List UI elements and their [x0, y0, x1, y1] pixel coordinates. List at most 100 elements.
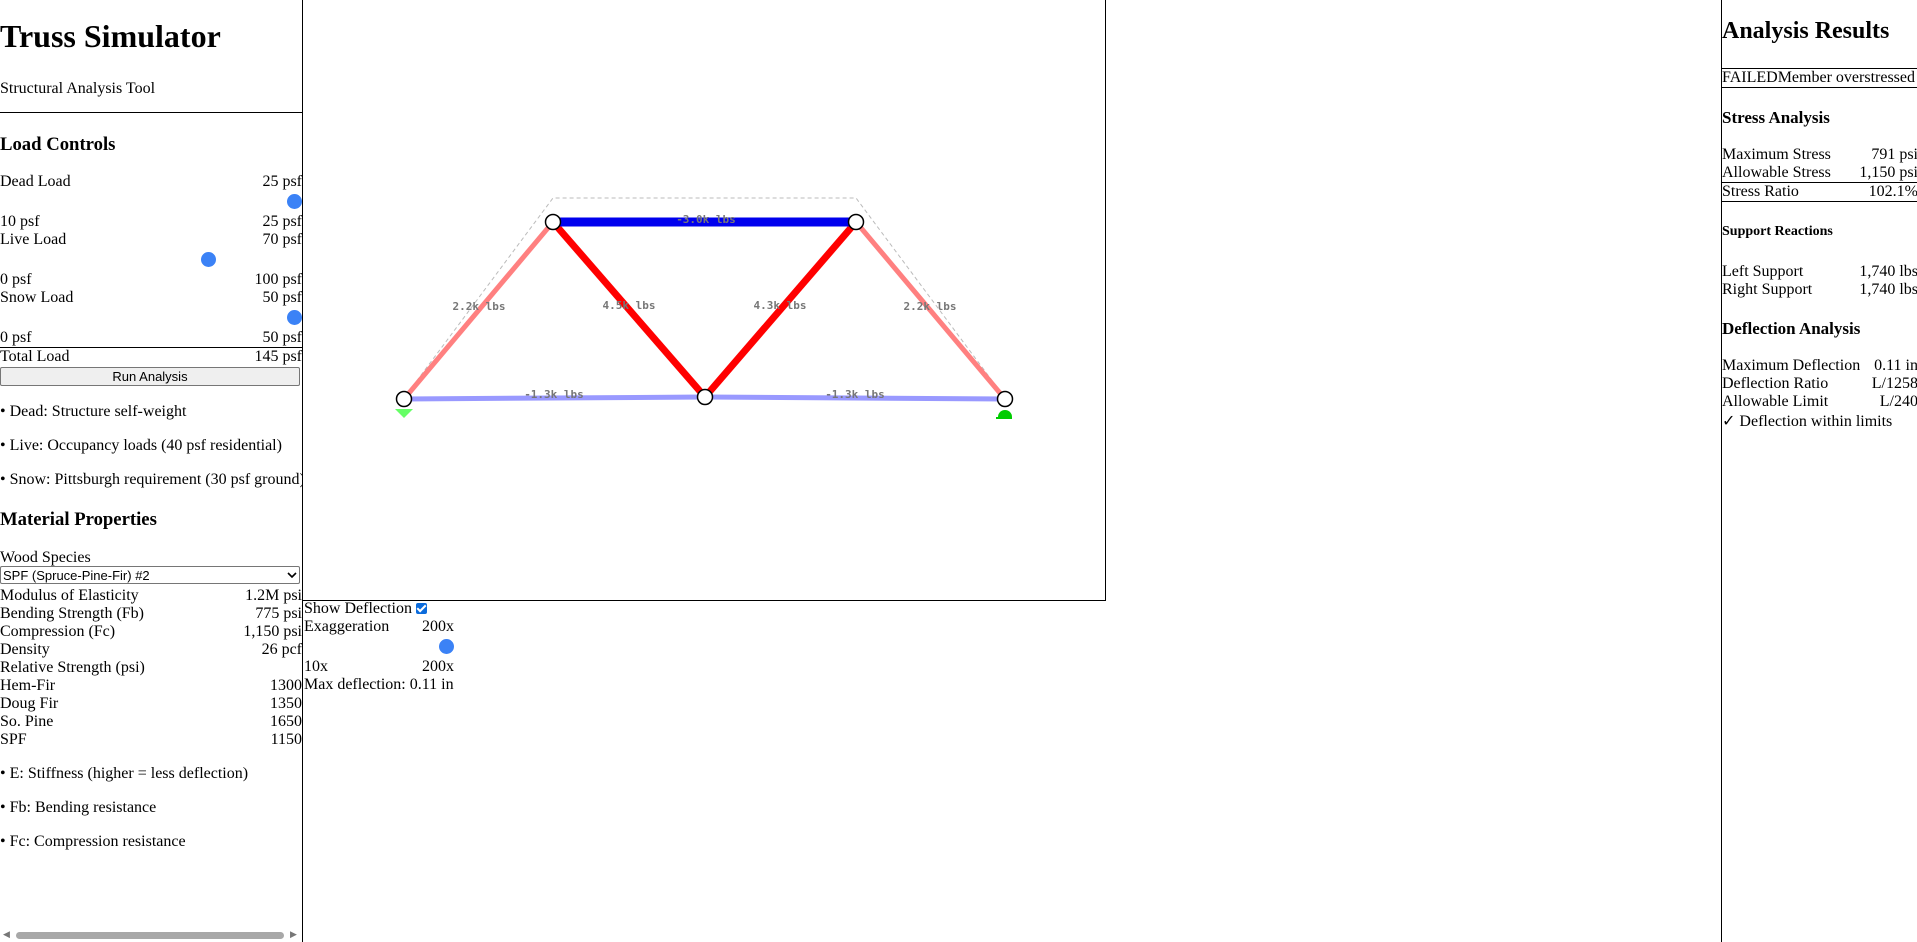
truss-canvas[interactable]: -3.0k lbs 2.2k lbs 4.5k lbs 4.3k lbs 2.2… — [303, 0, 1106, 601]
stress-heading: Stress Analysis — [1722, 108, 1830, 127]
result-value: 1,740 lbs — [1859, 263, 1917, 280]
show-deflection-label: Show Deflection — [304, 600, 412, 617]
horizontal-scrollbar[interactable]: ◀ ▶ — [0, 928, 302, 942]
result-value: L/1258 — [1871, 375, 1917, 392]
exaggeration-slider[interactable] — [304, 639, 454, 654]
snow-load-min: 0 psf — [0, 329, 32, 346]
chevron-down-icon — [287, 572, 297, 578]
app-title: Truss Simulator — [0, 18, 221, 54]
material-heading: Material Properties — [0, 509, 157, 530]
snow-load-slider[interactable] — [0, 310, 302, 325]
force-label-left-diagonal: 2.2k lbs — [453, 300, 506, 313]
prop-row-compression: Compression (Fc) 1,150 psi — [0, 623, 302, 641]
exaggeration-row: Exaggeration 200x — [304, 618, 454, 636]
species-name: Hem-Fir — [0, 677, 56, 694]
dead-load-row: Dead Load 25 psf — [0, 173, 302, 191]
result-row: Right Support 1,740 lbs — [1722, 281, 1917, 299]
force-label-bottom-left: -1.3k lbs — [524, 388, 584, 401]
result-value: L/240 — [1879, 393, 1917, 410]
species-name: So. Pine — [0, 713, 54, 730]
live-load-slider-thumb[interactable] — [200, 252, 216, 267]
truss-member-web-right — [702, 219, 859, 400]
wood-species-label: Wood Species — [0, 549, 91, 566]
status-message: Member overstressed — [1777, 69, 1915, 86]
dead-load-value: 25 psf — [262, 173, 302, 190]
species-strength: 1150 — [270, 731, 302, 748]
result-label: Deflection Ratio — [1722, 375, 1829, 392]
exaggeration-value: 200x — [422, 618, 454, 635]
prop-value: 1,150 psi — [243, 623, 302, 640]
result-label: Right Support — [1722, 281, 1813, 298]
relative-row-so-pine: So. Pine 1650 — [0, 713, 302, 731]
prop-label: Compression (Fc) — [0, 623, 116, 640]
load-note-snow: • Snow: Pittsburgh requirement (30 psf g… — [0, 471, 303, 488]
prop-value: 775 psi — [255, 605, 302, 622]
show-deflection-checkbox[interactable] — [415, 603, 427, 614]
result-row: Left Support 1,740 lbs — [1722, 263, 1917, 281]
exaggeration-slider-thumb[interactable] — [439, 639, 454, 654]
truss-member-left-diagonal — [402, 220, 555, 401]
dead-load-label: Dead Load — [0, 173, 71, 190]
result-label: Left Support — [1722, 263, 1804, 280]
dead-load-min: 10 psf — [0, 213, 40, 230]
force-label-bottom-right: -1.3k lbs — [825, 388, 885, 401]
wood-species-select[interactable]: SPF (Spruce-Pine-Fir) #2 — [0, 566, 300, 584]
result-label: Maximum Stress — [1722, 146, 1831, 163]
force-label-web-left: 4.5k lbs — [603, 299, 656, 312]
total-load-value: 145 psf — [254, 348, 302, 365]
results-title: Analysis Results — [1722, 18, 1890, 44]
relative-row-spf: SPF 1150 — [0, 731, 302, 749]
prop-value: 1.2M psi — [245, 587, 302, 604]
joint-node[interactable] — [847, 213, 865, 231]
species-name: Doug Fir — [0, 695, 59, 712]
prop-label: Bending Strength (Fb) — [0, 605, 144, 622]
live-load-max: 100 psf — [254, 271, 302, 288]
force-label-web-right: 4.3k lbs — [754, 299, 807, 312]
material-note-e: • E: Stiffness (higher = less deflection… — [0, 765, 249, 782]
live-load-range: 0 psf 100 psf — [0, 271, 302, 289]
dead-load-max: 25 psf — [262, 213, 302, 230]
scrollbar-thumb[interactable] — [16, 932, 284, 939]
snow-load-range: 0 psf 50 psf — [0, 329, 302, 347]
relative-row-doug-fir: Doug Fir 1350 — [0, 695, 302, 713]
truss-drawing: -3.0k lbs 2.2k lbs 4.5k lbs 4.3k lbs 2.2… — [395, 197, 1014, 419]
live-load-slider[interactable] — [0, 252, 302, 267]
prop-row-density: Density 26 pcf — [0, 641, 302, 659]
total-load-label: Total Load — [0, 348, 70, 365]
load-note-live: • Live: Occupancy loads (40 psf resident… — [0, 437, 282, 454]
run-analysis-button[interactable]: Run Analysis — [0, 367, 300, 386]
result-value: 1,740 lbs — [1859, 281, 1917, 298]
result-value: 1,150 psi — [1859, 164, 1917, 181]
species-name: SPF — [0, 731, 27, 748]
max-deflection-text: Max deflection: 0.11 in — [304, 676, 454, 693]
deflection-heading: Deflection Analysis — [1722, 319, 1861, 338]
header-divider — [0, 112, 302, 113]
dead-load-range: 10 psf 25 psf — [0, 213, 302, 231]
scroll-left-icon[interactable]: ◀ — [3, 930, 10, 940]
joint-node[interactable] — [395, 390, 413, 408]
result-row: Maximum Deflection 0.11 in — [1722, 357, 1917, 375]
roller-support-icon — [998, 410, 1012, 417]
live-load-row: Live Load 70 psf — [0, 231, 302, 249]
truss-member-web-left — [550, 219, 708, 400]
species-strength: 1350 — [270, 695, 302, 712]
dead-load-slider-thumb[interactable] — [287, 194, 302, 209]
truss-member-right-diagonal — [854, 220, 1007, 401]
truss-member-bottom-left — [403, 394, 706, 402]
species-strength: 1300 — [270, 677, 302, 694]
load-controls-heading: Load Controls — [0, 134, 116, 155]
dead-load-slider[interactable] — [0, 194, 302, 209]
material-note-fc: • Fc: Compression resistance — [0, 833, 186, 850]
joint-node[interactable] — [996, 390, 1014, 408]
joint-node[interactable] — [696, 388, 714, 406]
roller-support-base — [996, 417, 1012, 419]
load-note-dead: • Dead: Structure self-weight — [0, 403, 187, 420]
result-row: Deflection Ratio L/1258 — [1722, 375, 1917, 393]
scroll-right-icon[interactable]: ▶ — [290, 930, 297, 940]
result-label: Allowable Limit — [1722, 393, 1829, 410]
snow-load-slider-thumb[interactable] — [287, 310, 302, 325]
snow-load-value: 50 psf — [262, 289, 302, 306]
joint-node[interactable] — [544, 213, 562, 231]
deflection-status: ✓ Deflection within limits — [1722, 413, 1893, 430]
prop-label: Density — [0, 641, 50, 658]
